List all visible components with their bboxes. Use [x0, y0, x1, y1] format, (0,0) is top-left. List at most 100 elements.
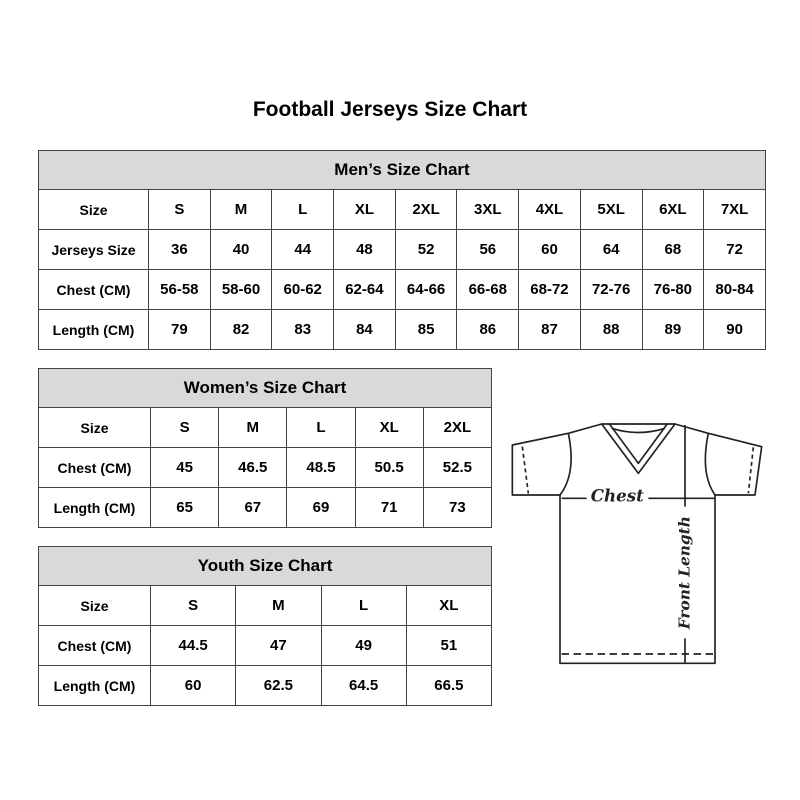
table-cell: 52: [394, 229, 458, 270]
table-cell: 36: [148, 229, 211, 270]
jersey-outline: [511, 423, 763, 665]
table-cell: 82: [209, 309, 273, 350]
size-header-cell: L: [320, 585, 407, 626]
table-row: Size S M L XL: [38, 585, 493, 626]
table-cell: 62-64: [333, 269, 396, 310]
table-cell: 87: [518, 309, 581, 350]
table-row: Chest (CM) 45 46.5 48.5 50.5 52.5: [38, 447, 493, 488]
size-header-cell: M: [235, 585, 322, 626]
size-header-cell: 6XL: [641, 189, 705, 230]
table-cell: 68-72: [518, 269, 581, 310]
table-cell: 90: [703, 309, 766, 350]
table-cell: 69: [286, 487, 356, 528]
table-cell: 65: [149, 487, 220, 528]
table-cell: 71: [354, 487, 424, 528]
table-cell: 64.5: [320, 665, 407, 706]
table-cell: 72-76: [579, 269, 643, 310]
table-cell: 56-58: [148, 269, 211, 310]
table-cell: 72: [703, 229, 766, 270]
table-cell: 48: [333, 229, 396, 270]
table-cell: 52.5: [422, 447, 493, 488]
table-cell: 67: [218, 487, 288, 528]
table-cell: 60: [518, 229, 581, 270]
row-label: Size: [38, 585, 151, 626]
row-label: Length (CM): [38, 309, 149, 350]
table-cell: 86: [456, 309, 520, 350]
table-row: Length (CM) 60 62.5 64.5 66.5: [38, 665, 493, 706]
table-cell: 80-84: [703, 269, 766, 310]
table-cell: 76-80: [641, 269, 705, 310]
table-cell: 62.5: [235, 665, 322, 706]
table-cell: 88: [579, 309, 643, 350]
size-header-cell: 4XL: [518, 189, 581, 230]
table-cell: 45: [149, 447, 220, 488]
womens-size-table: Women’s Size Chart Size S M L XL 2XL Chest (CM…: [38, 368, 493, 528]
table-cell: 48.5: [286, 447, 356, 488]
size-header-cell: 2XL: [422, 407, 493, 448]
jersey-diagram: Chest Front Length: [511, 422, 763, 665]
row-label: Length (CM): [38, 487, 151, 528]
size-header-cell: L: [286, 407, 356, 448]
table-cell: 44.5: [149, 625, 237, 666]
size-header-cell: XL: [333, 189, 396, 230]
table-row: Chest (CM) 56-58 58-60 60-62 62-64 64-66 66-68…: [38, 269, 766, 310]
table-cell: 66-68: [456, 269, 520, 310]
mens-table-heading: Men’s Size Chart: [38, 150, 766, 190]
table-row: Length (CM) 65 67 69 71 73: [38, 487, 493, 528]
chest-label: Chest: [591, 486, 644, 506]
size-header-cell: L: [271, 189, 335, 230]
row-label: Size: [38, 189, 149, 230]
size-header-cell: 3XL: [456, 189, 520, 230]
table-row: Size S M L XL 2XL: [38, 407, 493, 448]
row-label: Length (CM): [38, 665, 151, 706]
mens-size-table: Men’s Size Chart Size S M L XL 2XL 3XL 4XL 5XL 6X…: [38, 150, 766, 350]
row-label: Size: [38, 407, 151, 448]
youth-size-table: Youth Size Chart Size S M L XL Chest (CM) 44.5…: [38, 546, 493, 706]
table-cell: 60-62: [271, 269, 335, 310]
table-row: Size S M L XL 2XL 3XL 4XL 5XL 6XL 7XL: [38, 189, 766, 230]
table-cell: 40: [209, 229, 273, 270]
table-cell: 89: [641, 309, 705, 350]
row-label: Chest (CM): [38, 447, 151, 488]
table-cell: 66.5: [405, 665, 493, 706]
table-cell: 83: [271, 309, 335, 350]
size-header-cell: 7XL: [703, 189, 766, 230]
page-title: Football Jerseys Size Chart: [252, 98, 528, 121]
size-header-cell: S: [149, 585, 237, 626]
table-row: Length (CM) 79 82 83 84 85 86 87 88 89 90: [38, 309, 766, 350]
table-row: Chest (CM) 44.5 47 49 51: [38, 625, 493, 666]
size-header-cell: XL: [405, 585, 493, 626]
size-header-cell: M: [218, 407, 288, 448]
table-cell: 60: [149, 665, 237, 706]
table-cell: 64-66: [394, 269, 458, 310]
size-header-cell: M: [209, 189, 273, 230]
table-cell: 50.5: [354, 447, 424, 488]
table-row: Jerseys Size 36 40 44 48 52 56 60 64 68 72: [38, 229, 766, 270]
table-cell: 79: [148, 309, 211, 350]
front-length-label: Front Length: [675, 516, 693, 630]
row-label: Chest (CM): [38, 625, 151, 666]
table-cell: 44: [271, 229, 335, 270]
collar: [600, 423, 676, 475]
row-label: Chest (CM): [38, 269, 149, 310]
table-cell: 51: [405, 625, 493, 666]
table-cell: 64: [579, 229, 643, 270]
table-cell: 84: [333, 309, 396, 350]
size-header-cell: 5XL: [579, 189, 643, 230]
size-header-cell: XL: [354, 407, 424, 448]
row-label: Jerseys Size: [38, 229, 149, 270]
size-header-cell: 2XL: [394, 189, 458, 230]
womens-table-heading: Women’s Size Chart: [38, 368, 492, 408]
table-cell: 58-60: [209, 269, 273, 310]
size-header-cell: S: [149, 407, 220, 448]
table-cell: 49: [320, 625, 407, 666]
youth-table-heading: Youth Size Chart: [38, 546, 492, 586]
table-cell: 47: [235, 625, 322, 666]
table-cell: 85: [394, 309, 458, 350]
size-header-cell: S: [148, 189, 211, 230]
table-cell: 73: [422, 487, 493, 528]
table-cell: 46.5: [218, 447, 288, 488]
table-cell: 56: [456, 229, 520, 270]
sleeve-seam-left: [559, 433, 572, 496]
